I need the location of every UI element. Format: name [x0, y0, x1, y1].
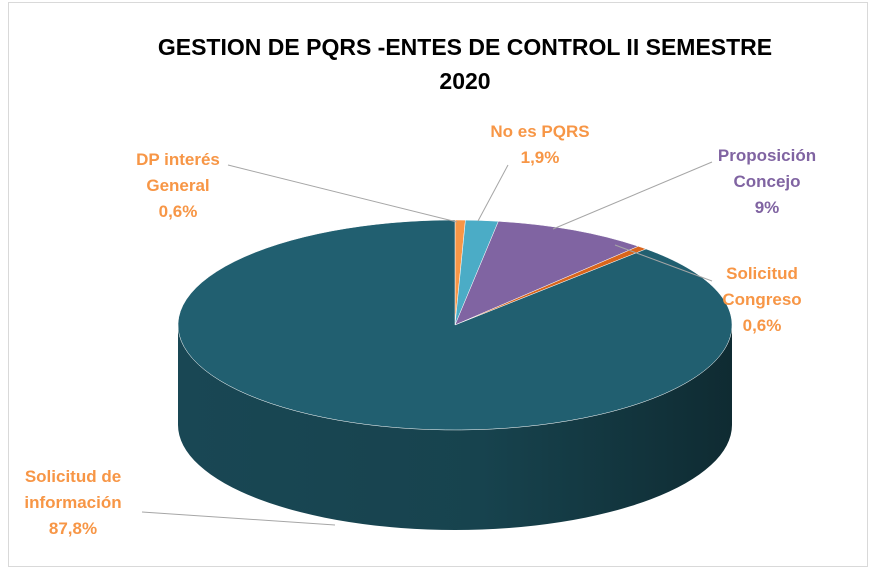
chart-border	[8, 2, 868, 567]
leader-line	[227, 164, 458, 223]
pie-slice	[177, 219, 733, 431]
label-name: Solicitud de información	[24, 467, 122, 512]
leader-line	[141, 511, 336, 526]
label-name: DP interés General	[136, 150, 220, 195]
data-label: Solicitud de información 87,8%	[6, 464, 141, 542]
label-value: 0,6%	[742, 316, 782, 335]
label-value: 9%	[754, 198, 780, 217]
data-label: Solicitud Congreso 0,6%	[710, 261, 815, 339]
chart-title: GESTION DE PQRS -ENTES DE CONTROL II SEM…	[157, 34, 773, 94]
label-name: Solicitud Congreso	[722, 264, 802, 309]
leader-line	[477, 164, 509, 222]
label-value: 0,6%	[158, 202, 198, 221]
data-label: DP interés General 0,6%	[121, 147, 236, 225]
leader-line	[552, 161, 713, 230]
slice-side	[178, 325, 732, 530]
label-value: 1,9%	[520, 148, 560, 167]
leader-line	[614, 244, 713, 282]
data-label: Proposición Concejo 9%	[710, 143, 825, 221]
label-value: 87,8%	[48, 519, 98, 538]
pie-slice	[454, 221, 640, 326]
label-name: Proposición Concejo	[717, 146, 817, 191]
label-name: No es PQRS	[490, 122, 590, 141]
data-label: No es PQRS 1,9%	[470, 119, 610, 171]
